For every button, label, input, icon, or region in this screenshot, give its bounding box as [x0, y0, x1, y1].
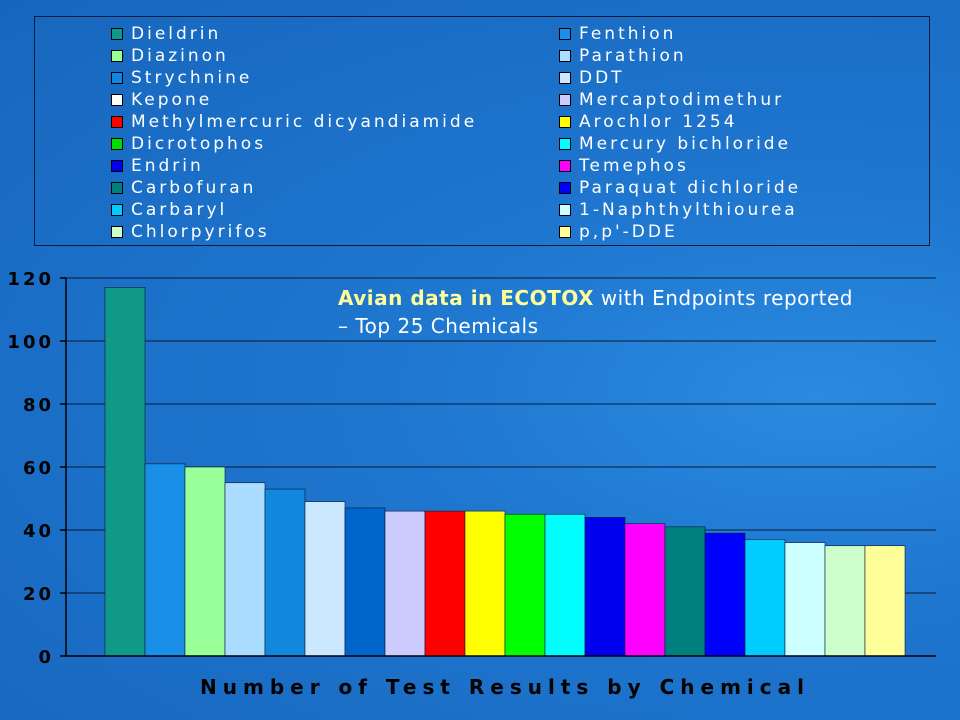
- legend-entry: p,p'-DDE: [559, 222, 678, 242]
- bars: [104, 287, 906, 657]
- legend-entry: Dieldrin: [111, 24, 221, 44]
- legend-entry: Diazinon: [111, 46, 229, 66]
- bar: [504, 513, 546, 657]
- legend-swatch: [111, 94, 123, 106]
- chart-title-rest: with Endpoints reported – Top 25 Chemica…: [338, 286, 853, 338]
- bar: [824, 545, 866, 657]
- x-axis-label: Number of Test Results by Chemical: [200, 675, 810, 699]
- bar: [664, 526, 706, 657]
- bar: [424, 510, 466, 657]
- legend-label: Dieldrin: [131, 24, 222, 44]
- legend-entry: Mercury bichloride: [559, 134, 791, 154]
- legend-label: Diazinon: [131, 46, 229, 66]
- chart-title-highlight: Avian data in ECOTOX: [338, 286, 594, 310]
- bar: [104, 287, 146, 657]
- legend-swatch: [559, 138, 571, 150]
- legend-swatch: [559, 160, 571, 172]
- legend-swatch: [111, 160, 123, 172]
- legend-entry: Strychnine: [111, 68, 252, 88]
- legend-swatch: [559, 182, 571, 194]
- bar: [704, 532, 746, 657]
- legend-label: Dicrotophos: [131, 134, 267, 154]
- legend-label: Strychnine: [131, 68, 253, 88]
- legend-label: DDT: [579, 68, 625, 88]
- bar: [224, 482, 266, 657]
- legend-label: 1-Naphthylthiourea: [579, 200, 798, 220]
- legend-entry: Mercaptodimethur: [559, 90, 784, 110]
- bar: [744, 539, 786, 657]
- y-tick-label: 80: [23, 395, 54, 416]
- legend-swatch: [559, 28, 571, 40]
- bar: [544, 513, 586, 657]
- bar: [584, 517, 626, 657]
- legend-swatch: [111, 72, 123, 84]
- legend-entry: DDT: [559, 68, 625, 88]
- legend-entry: Carbofuran: [111, 178, 256, 198]
- y-tick-label: 40: [23, 521, 54, 542]
- legend-entry: Paraquat dichloride: [559, 178, 801, 198]
- bar: [784, 542, 826, 657]
- legend-entry: Parathion: [559, 46, 687, 66]
- legend-label: Carbaryl: [131, 200, 228, 220]
- legend-swatch: [111, 116, 123, 128]
- legend-label: Mercaptodimethur: [579, 90, 785, 110]
- y-axis-ticks: 0 20 40 60 80 100 120: [7, 269, 66, 668]
- legend-entry: Dicrotophos: [111, 134, 266, 154]
- legend-entry: Endrin: [111, 156, 204, 176]
- legend-swatch: [111, 204, 123, 216]
- bar: [464, 510, 506, 657]
- legend-label: Carbofuran: [131, 178, 257, 198]
- legend-label: p,p'-DDE: [579, 222, 678, 242]
- legend-entry: Kepone: [111, 90, 212, 110]
- legend-entry: Chlorpyrifos: [111, 222, 270, 242]
- bar: [864, 545, 906, 657]
- legend-entry: Fenthion: [559, 24, 676, 44]
- legend-label: Temephos: [579, 156, 689, 176]
- legend-label: Paraquat dichloride: [579, 178, 802, 198]
- y-tick-label: 20: [23, 584, 54, 605]
- bar: [264, 488, 306, 657]
- legend-label: Parathion: [579, 46, 687, 66]
- legend: Dieldrin Diazinon Strychnine Kepone Methylme…: [34, 16, 930, 246]
- legend-label: Endrin: [131, 156, 204, 176]
- bar: [384, 510, 426, 657]
- legend-swatch: [559, 72, 571, 84]
- legend-label: Methylmercuric dicyandiamide: [131, 112, 478, 132]
- y-tick-label: 120: [7, 269, 54, 290]
- legend-label: Arochlor 1254: [579, 112, 738, 132]
- chart-title: Avian data in ECOTOX with Endpoints repo…: [338, 284, 858, 340]
- bar: [184, 466, 226, 657]
- legend-swatch: [559, 116, 571, 128]
- y-tick-label: 100: [7, 332, 54, 353]
- legend-label: Kepone: [131, 90, 213, 110]
- legend-swatch: [559, 204, 571, 216]
- legend-label: Chlorpyrifos: [131, 222, 270, 242]
- legend-entry: Carbaryl: [111, 200, 227, 220]
- legend-entry: Methylmercuric dicyandiamide: [111, 112, 477, 132]
- legend-swatch: [111, 50, 123, 62]
- y-tick-label: 0: [38, 647, 54, 668]
- legend-entry: Arochlor 1254: [559, 112, 738, 132]
- legend-label: Mercury bichloride: [579, 134, 792, 154]
- legend-label: Fenthion: [579, 24, 677, 44]
- bar: [624, 523, 666, 657]
- legend-swatch: [559, 50, 571, 62]
- legend-swatch: [111, 226, 123, 238]
- legend-swatch: [559, 94, 571, 106]
- legend-swatch: [111, 182, 123, 194]
- legend-swatch: [111, 138, 123, 150]
- bar: [344, 507, 386, 657]
- y-tick-label: 60: [23, 458, 54, 479]
- bar: [144, 463, 186, 657]
- legend-swatch: [559, 226, 571, 238]
- bar: [304, 501, 346, 657]
- legend-entry: Temephos: [559, 156, 689, 176]
- legend-entry: 1-Naphthylthiourea: [559, 200, 798, 220]
- legend-swatch: [111, 28, 123, 40]
